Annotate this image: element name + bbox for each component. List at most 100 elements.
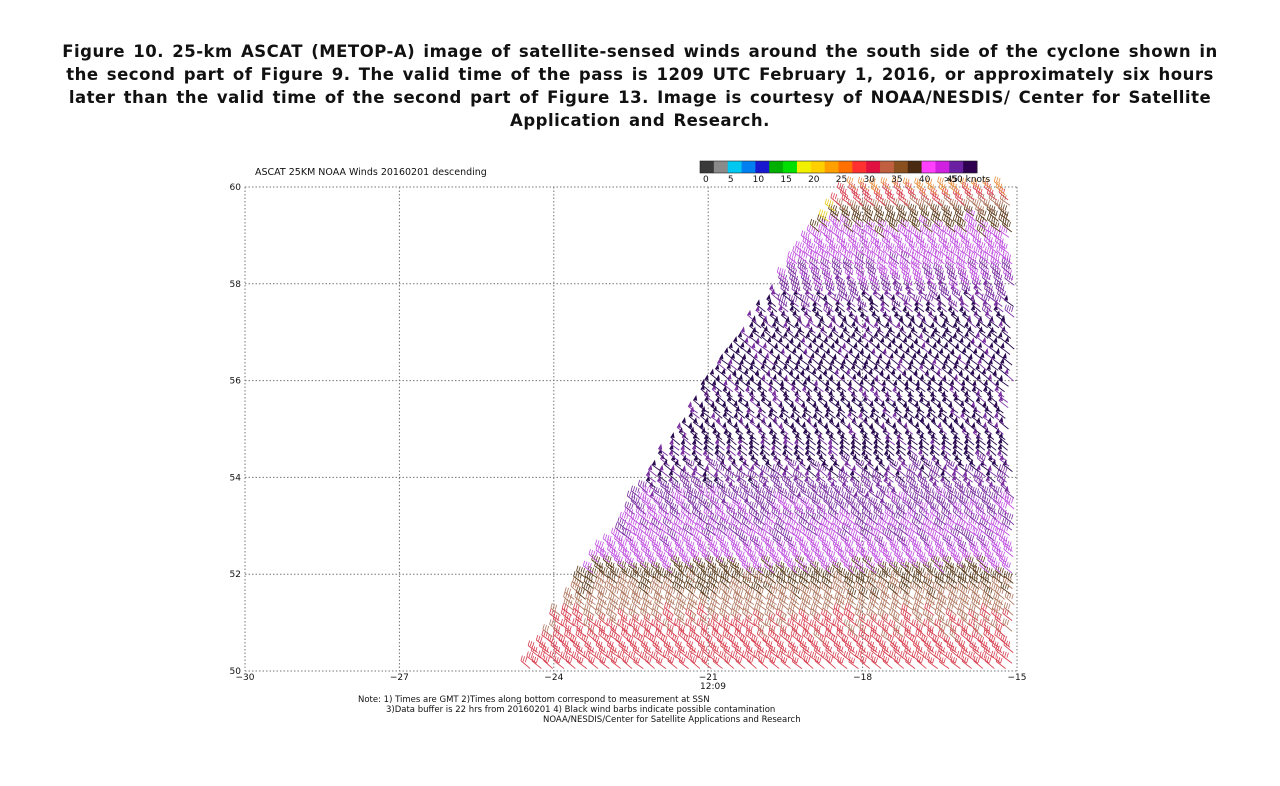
barb-flag	[855, 582, 858, 588]
barb-flag	[907, 573, 911, 580]
barb-flag	[864, 581, 868, 587]
barb-shaft	[934, 612, 945, 622]
barb-flag	[710, 636, 713, 642]
barb-shaft	[734, 649, 745, 659]
barb-flag	[722, 641, 725, 647]
barb-flag	[926, 572, 929, 578]
wind-barb	[520, 655, 531, 669]
barb-flag	[845, 592, 849, 598]
barb-flag	[756, 572, 759, 578]
wind-barb	[712, 656, 723, 669]
barb-flag	[925, 619, 928, 625]
barb-flag	[575, 603, 578, 610]
wind-barb	[926, 587, 937, 600]
barb-flag	[723, 621, 726, 627]
barb-flag	[649, 657, 652, 663]
barb-flag	[689, 593, 692, 599]
barb-flag	[745, 556, 748, 562]
barb-flag	[1004, 583, 1008, 589]
barb-flag	[636, 598, 639, 604]
barb-flag	[587, 652, 590, 658]
barb-flag	[649, 581, 652, 587]
barb-shaft	[677, 633, 688, 643]
barb-shaft	[825, 649, 836, 659]
barb-flag	[804, 587, 807, 593]
barb-flag	[710, 650, 713, 657]
barb-flag	[860, 641, 864, 647]
barb-shaft	[893, 629, 904, 637]
barb-shaft	[632, 634, 643, 643]
barb-flag	[779, 603, 782, 610]
barb-flag	[902, 651, 905, 657]
barb-shaft	[946, 645, 957, 653]
barb-flag	[852, 658, 856, 664]
barb-shaft	[893, 649, 904, 659]
barb-flag	[713, 642, 716, 648]
barb-flag	[607, 602, 610, 609]
barb-shaft	[979, 613, 990, 622]
barb-flag	[914, 608, 917, 614]
barb-flag	[892, 640, 895, 647]
barb-flag	[918, 562, 921, 568]
barb-flag	[957, 618, 960, 624]
barb-shaft	[747, 660, 757, 669]
barb-shaft	[654, 602, 665, 611]
barb-shaft	[833, 607, 844, 616]
barb-shaft	[666, 618, 677, 627]
barb-flag	[897, 646, 901, 652]
barb-flag	[570, 657, 573, 663]
wind-barb	[640, 607, 651, 622]
barb-flag	[746, 652, 749, 658]
barb-flag	[674, 618, 677, 624]
barb-flag	[615, 634, 618, 640]
barb-flag	[835, 640, 839, 646]
barb-flag	[816, 646, 819, 652]
barb-flag	[617, 552, 620, 558]
barb-flag	[585, 635, 589, 641]
barb-shaft	[995, 649, 1006, 659]
barb-shaft	[664, 606, 674, 616]
wind-barb	[722, 596, 733, 611]
barb-flag	[742, 603, 746, 609]
barb-flag	[590, 624, 593, 630]
barb-flag	[595, 582, 598, 588]
barb-shaft	[901, 644, 912, 653]
barb-flag	[970, 591, 973, 597]
barb-flag	[574, 591, 577, 597]
barb-shaft	[961, 660, 972, 669]
barb-flag	[866, 619, 869, 625]
barb-flag	[913, 619, 916, 626]
barb-flag	[598, 620, 602, 627]
barb-flag	[857, 619, 860, 626]
barb-flag	[643, 557, 646, 563]
barb-flag	[603, 567, 606, 573]
barb-flag	[680, 587, 683, 593]
barb-flag	[730, 650, 733, 656]
barb-flag	[761, 567, 764, 573]
barb-shaft	[565, 629, 576, 637]
barb-flag	[1000, 551, 1003, 557]
barb-flag	[756, 604, 759, 610]
barb-flag	[565, 609, 568, 615]
barb-flag	[947, 637, 951, 643]
barb-flag	[850, 646, 853, 652]
barb-shaft	[992, 608, 1003, 616]
barb-shaft	[621, 633, 631, 643]
barb-flag	[615, 657, 618, 663]
barb-flag	[864, 657, 867, 663]
barb-flag	[585, 592, 588, 598]
barb-flag	[558, 657, 561, 663]
barb-flag	[824, 629, 827, 635]
barb-flag	[966, 657, 969, 663]
barb-flag	[648, 625, 652, 631]
wind-barb	[730, 618, 741, 632]
barb-flag	[592, 550, 596, 556]
barb-flag	[820, 568, 823, 574]
barb-shaft	[730, 623, 741, 632]
barb-flag	[726, 656, 729, 662]
barb-flag	[720, 570, 723, 576]
barb-shaft	[584, 645, 595, 653]
wind-barb	[538, 650, 549, 664]
barb-flag	[821, 582, 824, 588]
barb-flag	[680, 645, 683, 652]
